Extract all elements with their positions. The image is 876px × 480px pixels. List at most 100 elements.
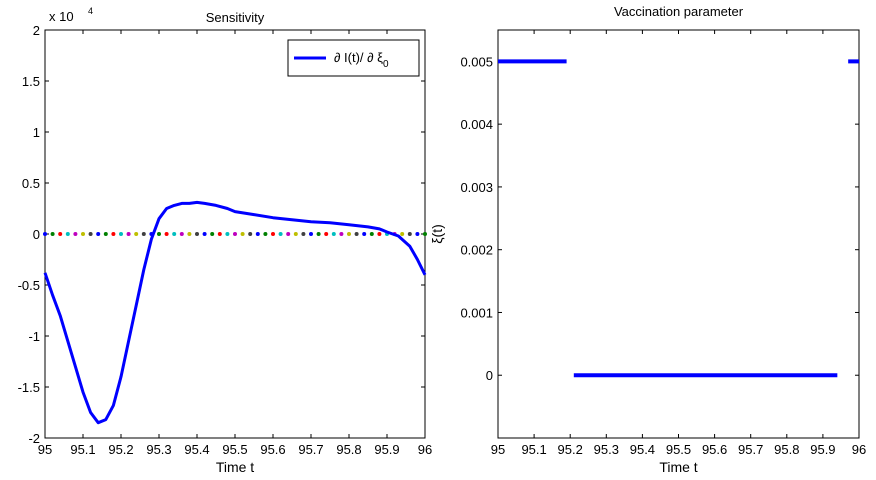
zero-marker bbox=[278, 232, 283, 236]
zero-marker bbox=[347, 232, 351, 236]
zero-marker bbox=[50, 232, 55, 236]
zero-marker bbox=[96, 232, 101, 236]
zero-marker bbox=[354, 232, 359, 236]
y-tick-label: 0.004 bbox=[460, 117, 493, 132]
zero-marker bbox=[195, 232, 199, 236]
x-tick-label: 95.1 bbox=[521, 442, 546, 457]
y-tick-label: -1.5 bbox=[18, 380, 40, 395]
zero-marker bbox=[362, 232, 367, 236]
chart-title: Sensitivity bbox=[206, 10, 265, 25]
zero-marker bbox=[423, 232, 427, 236]
y-tick-label: 0 bbox=[486, 368, 493, 383]
zero-marker bbox=[225, 232, 230, 236]
x-tick-label: 95.9 bbox=[810, 442, 835, 457]
zero-marker bbox=[172, 232, 177, 236]
zero-marker bbox=[73, 232, 78, 236]
x-tick-label: 95.7 bbox=[298, 442, 323, 457]
x-tick-label: 95.6 bbox=[702, 442, 727, 457]
x-tick-label: 95.2 bbox=[108, 442, 133, 457]
x-axis-label: Time t bbox=[659, 459, 697, 475]
zero-marker bbox=[331, 232, 336, 236]
y-tick-label: -0.5 bbox=[18, 278, 40, 293]
zero-marker bbox=[164, 232, 169, 236]
zero-marker bbox=[202, 232, 207, 236]
zero-marker bbox=[233, 232, 237, 236]
zero-marker bbox=[400, 232, 405, 236]
zero-marker bbox=[179, 232, 184, 236]
axis-exponent-label: x 10 bbox=[49, 9, 74, 24]
legend-label: ∂ I(t)/ ∂ ξ0 bbox=[334, 50, 389, 70]
y-tick-label: 0.005 bbox=[460, 54, 493, 69]
zero-marker bbox=[111, 232, 116, 236]
legend-label-subscript: 0 bbox=[383, 59, 389, 70]
y-tick-label: 1 bbox=[33, 125, 40, 140]
x-tick-label: 95 bbox=[491, 442, 505, 457]
sensitivity-chart: 95 95.1 95.2 95.3 95.4 95.5 95.6 95.7 95.8 95.9 96… bbox=[18, 6, 433, 475]
y-tick-label: 1.5 bbox=[22, 74, 40, 89]
zero-marker bbox=[126, 232, 131, 236]
zero-marker bbox=[255, 232, 260, 236]
x-tick-label: 95.4 bbox=[184, 442, 209, 457]
zero-marker bbox=[271, 232, 275, 236]
zero-marker bbox=[134, 232, 139, 236]
y-tick-label: 0 bbox=[33, 227, 40, 242]
zero-marker bbox=[293, 232, 298, 236]
zero-marker bbox=[240, 232, 245, 236]
zero-marker bbox=[119, 232, 123, 236]
zero-marker bbox=[81, 232, 85, 236]
zero-marker bbox=[248, 232, 253, 236]
axis-exponent-power: 4 bbox=[88, 6, 93, 16]
x-tick-label: 95.7 bbox=[738, 442, 763, 457]
x-tick-label: 95.9 bbox=[374, 442, 399, 457]
y-tick-label: 0.003 bbox=[460, 180, 493, 195]
y-tick-label: -1 bbox=[28, 329, 40, 344]
zero-marker bbox=[286, 232, 291, 236]
x-tick-label: 95.5 bbox=[666, 442, 691, 457]
zero-marker bbox=[263, 232, 268, 236]
x-axis-label: Time t bbox=[216, 459, 254, 475]
y-tick-label: 0.002 bbox=[460, 243, 493, 258]
x-tick-label: 96 bbox=[852, 442, 866, 457]
x-tick-label: 95.8 bbox=[336, 442, 361, 457]
x-tick-label: 95.1 bbox=[70, 442, 95, 457]
zero-marker bbox=[88, 232, 93, 236]
y-tick-label: 0.001 bbox=[460, 305, 493, 320]
y-axis-label: ξ(t) bbox=[429, 224, 445, 243]
x-tick-label: 95 bbox=[38, 442, 52, 457]
zero-marker bbox=[369, 232, 374, 236]
legend-label-main: ∂ I(t)/ ∂ ξ bbox=[334, 50, 383, 65]
x-tick-label: 96 bbox=[418, 442, 432, 457]
zero-marker bbox=[316, 232, 321, 236]
zero-marker bbox=[103, 232, 108, 236]
zero-marker bbox=[217, 232, 222, 236]
y-tick-label: -2 bbox=[28, 431, 40, 446]
zero-marker bbox=[65, 232, 70, 236]
x-tick-label: 95.4 bbox=[630, 442, 655, 457]
x-tick-label: 95.3 bbox=[594, 442, 619, 457]
x-tick-label: 95.3 bbox=[146, 442, 171, 457]
zero-marker bbox=[187, 232, 192, 236]
zero-marker bbox=[210, 232, 215, 236]
zero-marker bbox=[415, 232, 420, 236]
y-tick-label: 0.5 bbox=[22, 176, 40, 191]
x-tick-label: 95.6 bbox=[260, 442, 285, 457]
x-tick-label: 95.5 bbox=[222, 442, 247, 457]
x-tick-label: 95.2 bbox=[558, 442, 583, 457]
zero-marker bbox=[301, 232, 306, 236]
y-tick-label: 2 bbox=[33, 23, 40, 38]
zero-marker bbox=[43, 232, 47, 236]
zero-marker bbox=[407, 232, 412, 236]
plot-area bbox=[497, 29, 860, 439]
x-tick-label: 95.8 bbox=[774, 442, 799, 457]
zero-marker bbox=[58, 232, 63, 236]
zero-marker bbox=[141, 232, 146, 236]
sensitivity-series-line bbox=[43, 200, 427, 425]
chart-title: Vaccination parameter bbox=[614, 4, 744, 19]
zero-marker bbox=[377, 232, 382, 236]
zero-marker bbox=[157, 232, 161, 236]
zero-marker bbox=[324, 232, 329, 236]
zero-marker bbox=[309, 232, 313, 236]
zero-marker bbox=[339, 232, 344, 236]
vaccination-chart: 95 95.1 95.2 95.3 95.4 95.5 95.6 95.7 95.8 95.9 96… bbox=[429, 4, 866, 475]
